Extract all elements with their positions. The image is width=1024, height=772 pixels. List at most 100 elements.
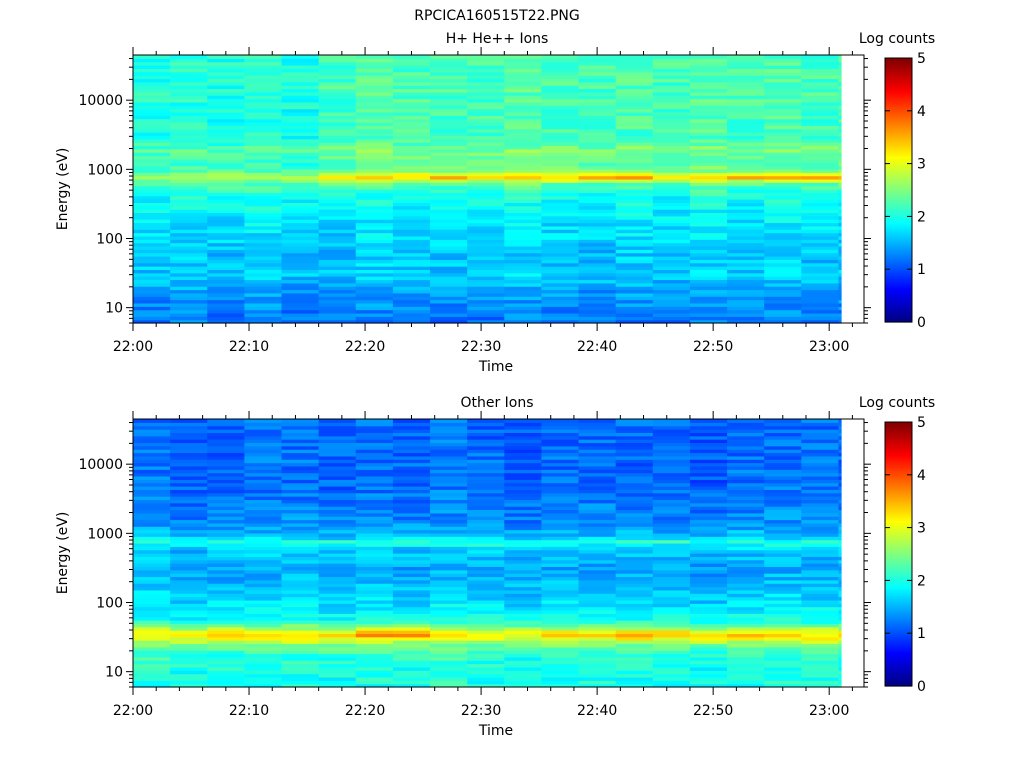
colorbar-swatch (885, 580, 912, 583)
heatmap-cell (578, 209, 617, 214)
heatmap-cell (133, 135, 171, 140)
heatmap-cell (727, 252, 765, 257)
heatmap-cell (355, 145, 394, 150)
heatmap-cell (504, 676, 543, 681)
heatmap-cell (430, 656, 468, 661)
heatmap-cell (838, 653, 842, 658)
heatmap-cell (578, 573, 617, 578)
heatmap-cell (318, 108, 357, 113)
heatmap-cell (615, 101, 654, 106)
colorbar-swatch (885, 204, 912, 207)
heatmap-cell (170, 576, 208, 581)
heatmap-cell (504, 239, 543, 244)
colorbar-swatch (885, 604, 912, 607)
heatmap-cell (467, 302, 505, 307)
colorbar-swatch (885, 302, 912, 305)
heatmap-cell (318, 462, 357, 467)
heatmap-cells (133, 55, 842, 324)
heatmap-cell (578, 606, 617, 611)
heatmap-cell (801, 586, 840, 591)
heatmap-cell (578, 225, 617, 230)
heatmap-cell (170, 569, 208, 574)
heatmap-cell (615, 636, 654, 641)
heatmap-cell (615, 589, 654, 594)
heatmap-cell (764, 469, 802, 474)
heatmap-cell (318, 219, 357, 224)
heatmap-cell (578, 239, 617, 244)
heatmap-cell (615, 633, 654, 638)
heatmap-cell (355, 586, 394, 591)
heatmap-cell (615, 309, 654, 314)
heatmap-cell (318, 573, 357, 578)
heatmap-cell (764, 205, 802, 210)
heatmap-cell (838, 232, 842, 237)
heatmap-cell (689, 172, 728, 177)
heatmap-cell (392, 259, 431, 264)
heatmap-cell (133, 609, 171, 614)
heatmap-cell (430, 630, 468, 634)
heatmap-cell (207, 620, 245, 624)
heatmap-cell (615, 269, 654, 274)
heatmap-cell (392, 88, 431, 93)
colorbar-swatch (885, 264, 912, 267)
heatmap-cell (764, 292, 802, 297)
heatmap-cell (392, 108, 431, 113)
heatmap-cell (764, 455, 802, 460)
heatmap-cell (467, 486, 505, 490)
heatmap-cell (541, 202, 580, 207)
heatmap-cell (764, 122, 802, 126)
heatmap-cell (467, 563, 505, 567)
heatmap-cell (541, 553, 580, 557)
heatmap-cell (615, 603, 654, 608)
heatmap-cell (652, 71, 691, 76)
heatmap-cell (170, 630, 208, 634)
heatmap-cell (578, 643, 617, 648)
colorbar-swatch (885, 94, 912, 97)
heatmap-cell (392, 579, 431, 584)
colorbar-label: Log counts (859, 395, 935, 411)
heatmap-cell (652, 279, 691, 284)
heatmap-cell (355, 152, 394, 157)
heatmap-cell (727, 656, 765, 661)
x-tick-label: 22:20 (345, 703, 385, 719)
heatmap-cell (133, 566, 171, 571)
heatmap-cell (392, 85, 431, 90)
heatmap-cell (801, 262, 840, 267)
heatmap-cell (170, 542, 208, 547)
heatmap-cell (541, 266, 580, 270)
heatmap-cell (689, 435, 728, 440)
heatmap-cell (689, 616, 728, 621)
heatmap-cell (578, 425, 617, 430)
heatmap-cell (281, 616, 320, 621)
heatmap-cell (281, 549, 320, 554)
heatmap-cell (801, 199, 840, 203)
heatmap-cell (838, 266, 842, 270)
heatmap-cell (578, 78, 617, 83)
heatmap-cell (281, 192, 320, 197)
heatmap-cell (318, 636, 357, 641)
heatmap-cell (838, 172, 842, 177)
heatmap-cell (392, 91, 431, 96)
heatmap-cell (281, 573, 320, 578)
heatmap-cell (170, 529, 208, 534)
colorbar-swatch (885, 206, 912, 209)
heatmap-cell (801, 138, 840, 143)
heatmap-cell (355, 178, 394, 183)
heatmap-cell (355, 182, 394, 187)
heatmap-cell (355, 546, 394, 551)
heatmap-cell (764, 269, 802, 274)
heatmap-cell (355, 620, 394, 624)
heatmap-cell (467, 262, 505, 267)
heatmap-cell (615, 152, 654, 157)
colorbar-swatch (885, 106, 912, 109)
heatmap-cell (281, 419, 320, 423)
heatmap-cell (578, 178, 617, 183)
heatmap-cell (318, 429, 357, 433)
heatmap-cell (244, 566, 283, 571)
heatmap-cell (541, 256, 580, 260)
heatmap-cell (764, 118, 802, 123)
heatmap-cell (838, 158, 842, 163)
heatmap-cell (652, 469, 691, 474)
heatmap-cell (355, 613, 394, 618)
heatmap-cell (207, 312, 245, 317)
